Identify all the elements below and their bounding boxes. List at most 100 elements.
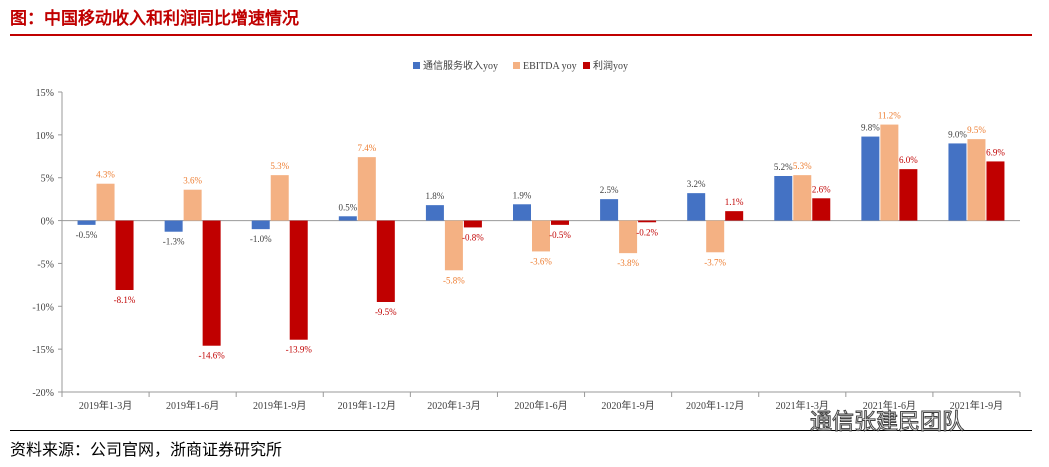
bar — [164, 220, 183, 232]
footer-divider — [10, 430, 1032, 431]
data-label: 2.6% — [812, 184, 831, 194]
bar — [115, 220, 134, 290]
x-tick-label: 2020年1-6月 — [514, 399, 567, 412]
title-divider — [10, 34, 1032, 36]
bar — [638, 220, 657, 223]
data-label: 3.6% — [183, 176, 202, 186]
bar — [425, 205, 444, 221]
figure-title: 图：中国移动收入和利润同比增速情况 — [10, 9, 299, 29]
y-tick-label: 0% — [41, 217, 54, 228]
y-tick-label: 10% — [36, 131, 54, 142]
data-label: 9.0% — [948, 129, 967, 139]
data-label: -0.5% — [549, 230, 571, 240]
bar — [687, 193, 706, 221]
data-label: -13.9% — [286, 345, 313, 355]
data-label: 5.3% — [270, 161, 289, 171]
bar — [183, 189, 202, 221]
x-tick-label: 2021年1-6月 — [863, 399, 916, 412]
bar — [600, 199, 619, 221]
data-label: 3.2% — [687, 179, 706, 189]
data-label: 0.5% — [338, 202, 357, 212]
legend-swatch — [413, 62, 420, 69]
bar — [880, 124, 899, 221]
bar — [551, 220, 569, 225]
x-tick-label: 2019年1-6月 — [166, 399, 219, 412]
data-label: -14.6% — [199, 351, 226, 361]
data-label: 11.2% — [878, 111, 901, 121]
watermark: 通信张建民团队 — [809, 410, 965, 436]
chart-legend: 通信服务收入yoy EBITDA yoy 利润yoy — [413, 59, 628, 72]
data-label: 7.4% — [357, 143, 376, 153]
legend-label: 通信服务收入yoy — [423, 59, 498, 72]
bar — [706, 220, 725, 253]
bar — [725, 211, 744, 221]
legend-swatch — [583, 62, 590, 69]
bar — [513, 204, 531, 221]
bar — [77, 220, 96, 225]
data-label: -0.8% — [462, 232, 484, 242]
data-label: -5.8% — [443, 275, 465, 285]
data-label: -1.3% — [163, 237, 185, 247]
x-tick-label: 2021年1-9月 — [950, 399, 1003, 412]
y-tick-label: -10% — [32, 302, 54, 313]
chart-bars — [77, 124, 1005, 346]
legend-label: 利润yoy — [593, 59, 628, 72]
bar — [619, 220, 638, 254]
data-label: 2.5% — [600, 185, 619, 195]
data-label: 5.3% — [793, 161, 812, 171]
x-tick-label: 2020年1-9月 — [601, 399, 654, 412]
bar — [532, 220, 550, 252]
y-tick-label: 15% — [36, 88, 54, 99]
data-label: -8.1% — [114, 295, 136, 305]
bar — [899, 169, 918, 221]
y-tick-label: -20% — [32, 388, 54, 399]
x-tick-label: 2019年1-12月 — [338, 399, 396, 412]
source-note: 资料来源：公司官网，浙商证券研究所 — [10, 440, 283, 459]
x-tick-label: 2019年1-9月 — [253, 399, 306, 412]
bar — [338, 216, 357, 221]
bar — [967, 139, 986, 221]
bar — [774, 176, 793, 221]
y-tick-label: 5% — [41, 174, 54, 185]
x-tick-label: 2020年1-3月 — [427, 399, 480, 412]
bar — [793, 175, 812, 221]
bar — [444, 220, 463, 271]
data-label: -1.0% — [250, 234, 272, 244]
bar — [270, 175, 289, 221]
data-label: -3.7% — [704, 257, 726, 267]
y-tick-label: -15% — [32, 345, 54, 356]
legend-swatch — [513, 62, 520, 69]
data-label: 9.5% — [967, 125, 986, 135]
bar — [376, 220, 395, 302]
x-tick-label: 2021年1-3月 — [776, 399, 829, 412]
data-label: 6.0% — [899, 155, 918, 165]
data-label: 9.8% — [861, 123, 880, 133]
data-label: -9.5% — [375, 307, 397, 317]
bar — [96, 183, 115, 221]
x-tick-label: 2020年1-12月 — [686, 399, 744, 412]
data-label: -3.8% — [617, 258, 639, 268]
bar — [948, 143, 967, 221]
bar — [251, 220, 270, 230]
data-label: 5.2% — [774, 162, 793, 172]
legend-label: EBITDA yoy — [523, 61, 577, 72]
data-label: 1.8% — [426, 191, 445, 201]
bar — [357, 157, 376, 221]
x-tick-label: 2019年1-3月 — [79, 399, 132, 412]
data-label: -3.6% — [530, 256, 552, 266]
bar — [202, 220, 221, 346]
wechat-icon — [778, 410, 779, 411]
bar — [861, 136, 880, 221]
bar — [289, 220, 308, 340]
data-label: -0.5% — [76, 230, 98, 240]
chart-axes: 15% 10% 5% 0% -5% -10% -15% -20% 2019年1-3月 2019年1… — [32, 88, 1021, 412]
data-label: 1.9% — [513, 190, 532, 200]
chart-data-labels: -0.5% -1.3% -1.0% 0.5% 1.8% 1.9% 2.5% 3.2% 5.2% 9… — [76, 111, 1006, 361]
y-tick-label: -5% — [37, 259, 54, 270]
bar — [986, 161, 1005, 221]
data-label: 4.3% — [96, 170, 115, 180]
bar — [812, 198, 831, 221]
data-label: 6.9% — [986, 147, 1005, 157]
data-label: -0.2% — [636, 227, 658, 237]
